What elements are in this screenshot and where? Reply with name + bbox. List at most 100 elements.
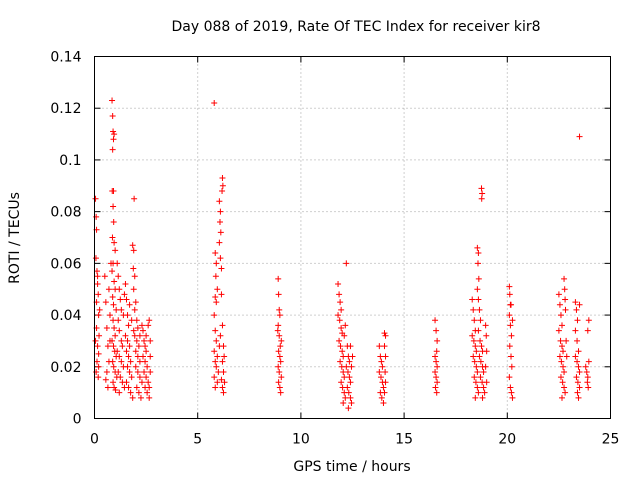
y-axis-label: ROTI / TECUs xyxy=(7,192,23,284)
data-point xyxy=(345,405,352,412)
data-point xyxy=(211,312,218,319)
data-point xyxy=(478,195,485,202)
data-point xyxy=(212,384,219,391)
data-point xyxy=(347,343,354,350)
data-point xyxy=(337,343,344,350)
data-point xyxy=(146,394,153,401)
data-point xyxy=(124,363,131,370)
data-point xyxy=(478,343,485,350)
data-point xyxy=(480,384,487,391)
data-point xyxy=(117,374,124,381)
data-point xyxy=(136,332,143,339)
plot-frame xyxy=(94,56,611,419)
data-point xyxy=(109,234,116,241)
data-point xyxy=(109,358,116,365)
data-point xyxy=(574,389,581,396)
data-point xyxy=(381,389,388,396)
data-point xyxy=(481,389,488,396)
y-tick-label: 0.1 xyxy=(59,153,81,169)
data-point xyxy=(341,332,348,339)
data-point xyxy=(95,350,102,357)
data-point xyxy=(276,312,283,319)
data-point xyxy=(335,312,342,319)
data-point xyxy=(214,353,221,360)
data-point xyxy=(138,379,145,386)
data-point xyxy=(508,353,515,360)
data-point xyxy=(434,379,441,386)
data-point xyxy=(575,394,582,401)
data-point xyxy=(140,353,147,360)
data-point xyxy=(130,286,137,293)
data-point xyxy=(381,330,388,337)
data-point xyxy=(141,368,148,375)
data-point xyxy=(114,348,121,355)
data-point xyxy=(220,389,227,396)
data-point xyxy=(555,291,562,298)
data-point xyxy=(344,384,351,391)
data-point xyxy=(130,265,137,272)
data-point xyxy=(340,353,347,360)
data-point xyxy=(336,317,343,324)
data-point xyxy=(556,353,563,360)
data-point xyxy=(432,317,439,324)
data-point xyxy=(475,250,482,257)
data-point xyxy=(92,337,99,344)
data-point xyxy=(211,348,218,355)
data-point xyxy=(104,384,111,391)
data-point xyxy=(217,208,224,215)
data-point xyxy=(112,387,119,394)
data-point xyxy=(277,343,284,350)
data-point xyxy=(116,286,123,293)
data-point xyxy=(115,368,122,375)
data-point xyxy=(470,337,477,344)
data-points xyxy=(92,97,592,412)
data-point xyxy=(379,363,386,370)
data-point xyxy=(92,195,99,202)
grid-lines xyxy=(94,56,611,419)
y-tick-label: 0 xyxy=(73,412,82,428)
data-point xyxy=(123,296,130,303)
data-point xyxy=(433,348,440,355)
data-point xyxy=(345,389,352,396)
data-point xyxy=(476,353,483,360)
data-point xyxy=(347,379,354,386)
data-point xyxy=(109,112,116,119)
data-point xyxy=(479,190,486,197)
data-point xyxy=(144,389,151,396)
data-point xyxy=(469,296,476,303)
data-point xyxy=(574,379,581,386)
data-point xyxy=(480,368,487,375)
data-point xyxy=(114,260,121,267)
data-point xyxy=(382,353,389,360)
data-point xyxy=(105,286,112,293)
data-point xyxy=(145,322,152,329)
data-point xyxy=(562,389,569,396)
data-point xyxy=(96,332,103,339)
y-tick-label: 0.02 xyxy=(50,360,81,376)
data-point xyxy=(109,293,116,300)
data-point xyxy=(275,291,282,298)
data-point xyxy=(382,368,389,375)
data-point xyxy=(142,343,149,350)
data-point xyxy=(110,301,117,308)
data-point xyxy=(145,379,152,386)
data-point xyxy=(219,358,226,365)
x-tick-label: 0 xyxy=(90,432,99,448)
data-point xyxy=(573,374,580,381)
data-point xyxy=(471,374,478,381)
data-point xyxy=(221,353,228,360)
data-point xyxy=(469,332,476,339)
y-tick-label: 0.08 xyxy=(50,205,81,221)
data-point xyxy=(125,353,132,360)
data-point xyxy=(434,363,441,370)
data-point xyxy=(559,379,566,386)
data-point xyxy=(276,332,283,339)
data-point xyxy=(575,348,582,355)
data-point xyxy=(211,374,218,381)
data-point xyxy=(275,275,282,282)
data-point xyxy=(584,379,591,386)
data-point xyxy=(343,260,350,267)
data-point xyxy=(558,343,565,350)
data-point xyxy=(557,312,564,319)
data-point xyxy=(133,384,140,391)
